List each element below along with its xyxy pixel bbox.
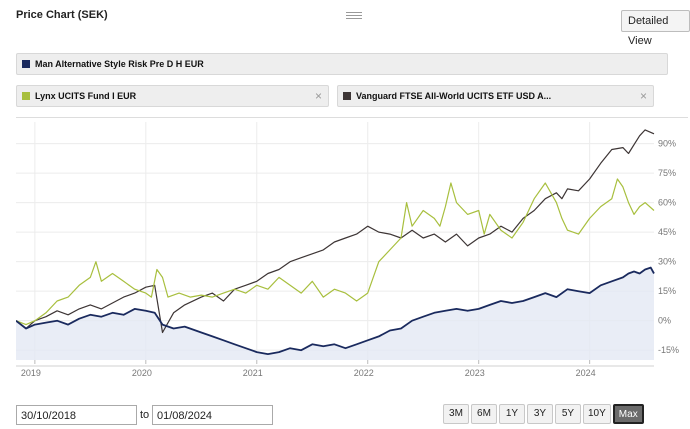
range-button-3m[interactable]: 3M [443,404,469,424]
y-tick-label: -15% [658,345,679,355]
legend-item-lynx[interactable]: Lynx UCITS Fund I EUR × [16,85,329,107]
legend-label: Vanguard FTSE All-World UCITS ETF USD A.… [356,91,552,101]
x-tick-label: 2024 [576,368,596,378]
range-button-max[interactable]: Max [612,404,644,424]
legend-label: Man Alternative Style Risk Pre D H EUR [35,59,204,69]
series-area-fill [16,267,654,360]
series-line-3 [15,266,655,355]
series-line-2 [15,178,655,326]
x-tick-label: 2019 [21,368,41,378]
drag-handle-icon[interactable] [346,12,362,21]
y-tick-label: 60% [658,198,676,208]
y-tick-label: 90% [658,139,676,149]
legend-label: Lynx UCITS Fund I EUR [35,91,137,101]
x-axis: 2019 2020 2021 2022 2023 2024 [16,360,654,378]
x-tick-label: 2023 [465,368,485,378]
close-icon[interactable]: × [639,89,647,103]
x-tick-label: 2021 [243,368,263,378]
from-date-input[interactable]: 30/10/2018 [16,405,137,425]
page-title: Price Chart (SEK) [16,9,108,21]
legend-swatch [22,60,30,68]
detailed-view-button[interactable]: Detailed View [621,10,690,47]
chart-area-fill [16,267,654,360]
y-tick-label: 15% [658,286,676,296]
range-button-group: 3M 6M 1Y 3Y 5Y 10Y Max [443,404,644,424]
range-button-5y[interactable]: 5Y [555,404,581,424]
series-line-1 [15,129,655,334]
range-button-6m[interactable]: 6M [471,404,497,424]
chart-header: Price Chart (SEK) Detailed View [0,0,690,47]
close-icon[interactable]: × [314,89,322,103]
y-tick-label: 45% [658,227,676,237]
chart-lines [15,129,655,355]
range-button-3y[interactable]: 3Y [527,404,553,424]
legend-swatch [22,92,30,100]
range-button-10y[interactable]: 10Y [583,404,611,424]
to-date-input[interactable]: 01/08/2024 [152,405,273,425]
range-button-1y[interactable]: 1Y [499,404,525,424]
legend-item-man-alternative[interactable]: Man Alternative Style Risk Pre D H EUR [16,53,668,75]
legend-item-vanguard[interactable]: Vanguard FTSE All-World UCITS ETF USD A.… [337,85,654,107]
x-tick-label: 2022 [354,368,374,378]
y-axis: 90% 75% 60% 45% 30% 15% 0% -15% [658,139,679,356]
price-chart-svg: 90% 75% 60% 45% 30% 15% 0% -15% 2019 2020 2021 202… [15,122,679,378]
y-tick-label: 75% [658,168,676,178]
x-tick-label: 2020 [132,368,152,378]
price-chart[interactable]: 90% 75% 60% 45% 30% 15% 0% -15% 2019 2020 2021 202… [15,117,688,378]
y-tick-label: 0% [658,316,671,326]
to-label: to [140,409,150,421]
y-tick-label: 30% [658,257,676,267]
legend-swatch [343,92,351,100]
